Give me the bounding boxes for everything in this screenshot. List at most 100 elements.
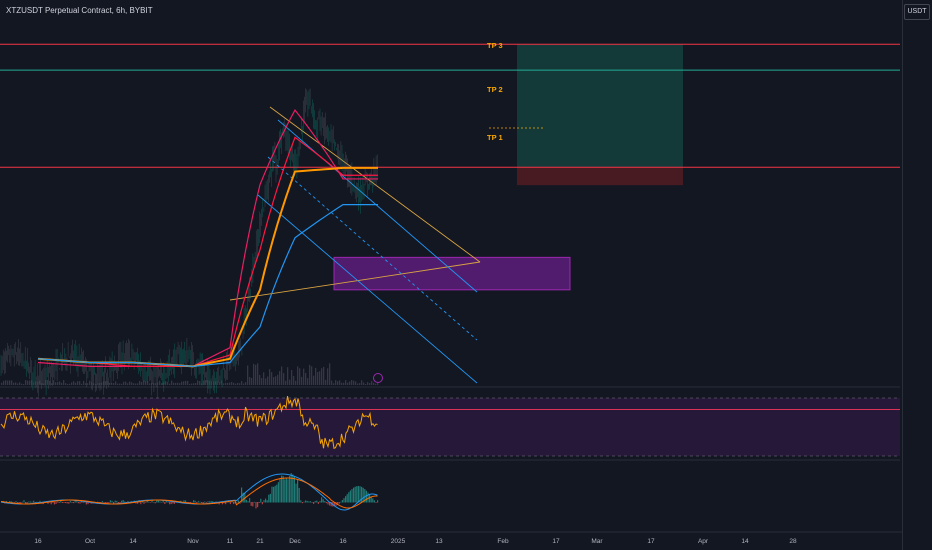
long-target-zone [517,44,683,168]
osc-histogram-bar [82,502,84,503]
osc-histogram-bar [277,482,279,503]
volume-bar [113,383,115,385]
volume-bar [183,381,185,385]
volume-bar [129,381,131,385]
osc-histogram-bar [52,502,54,503]
volume-bar [199,380,201,385]
osc-histogram-bar [135,502,137,504]
osc-histogram-bar [236,501,238,503]
volume-bar [35,381,37,385]
osc-histogram-bar [20,502,22,504]
osc-histogram-bar [247,501,249,503]
volume-bar [351,380,353,385]
osc-histogram-bar [266,500,268,503]
volume-bar [17,383,19,385]
osc-histogram-bar [345,496,347,503]
volume-bar [267,376,269,385]
osc-histogram-bar [364,489,366,503]
osc-histogram-bar [121,500,123,503]
volume-bar [29,380,31,385]
osc-histogram-bar [297,479,299,503]
rsi-line [0,396,378,449]
osc-histogram-bar [185,500,187,503]
price-scale[interactable] [902,0,932,550]
volume-bar [127,383,129,385]
volume-bar [335,380,337,385]
volume-bar [323,366,325,385]
volume-bar [209,380,211,385]
volume-bar [103,381,105,385]
osc-histogram-bar [341,500,343,503]
support-zone [333,256,571,291]
channel-upper [277,119,478,293]
volume-bar [167,381,169,385]
osc-histogram-bar [257,502,259,508]
osc-histogram-bar [146,500,148,503]
osc-histogram-bar [137,502,139,504]
osc-histogram-bar [300,500,302,503]
osc-histogram-bar [33,500,35,503]
osc-histogram-bar [372,498,374,503]
osc-histogram-bar [183,500,185,503]
osc-histogram-bar [290,473,292,503]
volume-bar [171,380,173,385]
osc-histogram-bar [50,502,52,505]
volume-bar [287,367,289,385]
currency-unit[interactable]: USDT [904,4,930,20]
osc-histogram-bar [105,502,107,504]
volume-bar [371,381,373,385]
alert-marker [373,373,383,383]
osc-histogram-bar [351,488,353,503]
volume-bar [21,383,23,385]
volume-bar [57,382,59,385]
volume-bar [201,383,203,385]
volume-bar [169,383,171,385]
volume-bar [67,383,69,385]
volume-bar [185,380,187,385]
volume-bar [291,370,293,385]
volume-bar [153,383,155,385]
osc-histogram-bar [348,492,350,503]
osc-histogram-bar [306,500,308,503]
osc-histogram-bar [173,502,175,504]
osc-histogram-bar [209,501,211,503]
osc-histogram-bar [367,492,369,503]
volume-bar [369,383,371,385]
osc-histogram-bar [377,500,379,503]
osc-histogram-bar [127,501,129,503]
ma-line [37,108,378,367]
osc-histogram-bar [295,483,297,503]
osc-histogram-bar [68,502,70,504]
volume-bar [315,367,317,385]
osc-histogram-bar [325,502,327,504]
osc-histogram-bar [151,500,153,503]
osc-histogram-bar [301,502,303,504]
osc-histogram-bar [66,502,68,504]
osc-histogram-bar [194,500,196,503]
volume-bar [235,383,237,385]
osc-histogram-bar [284,479,286,503]
volume-bar [211,381,213,385]
volume-bar [275,376,277,385]
volume-bar [373,382,375,385]
osc-histogram-bar [337,502,339,506]
volume-bar [139,380,141,385]
volume-bar [289,379,291,385]
osc-histogram-bar [18,502,20,504]
volume-bar [81,383,83,385]
volume-bar [359,383,361,385]
osc-histogram-bar [357,486,359,503]
osc-histogram-bar [340,501,342,503]
ma-line [37,166,378,368]
osc-histogram-bar [149,502,151,503]
volume-bar [91,382,93,385]
volume-bar [321,368,323,385]
osc-histogram-bar [117,502,119,504]
volume-bar [363,382,365,385]
channel-mid [267,156,478,341]
osc-histogram-bar [103,502,105,504]
time-axis-label: Feb [497,538,509,545]
osc-histogram-bar [271,486,273,503]
volume-bar [217,380,219,385]
